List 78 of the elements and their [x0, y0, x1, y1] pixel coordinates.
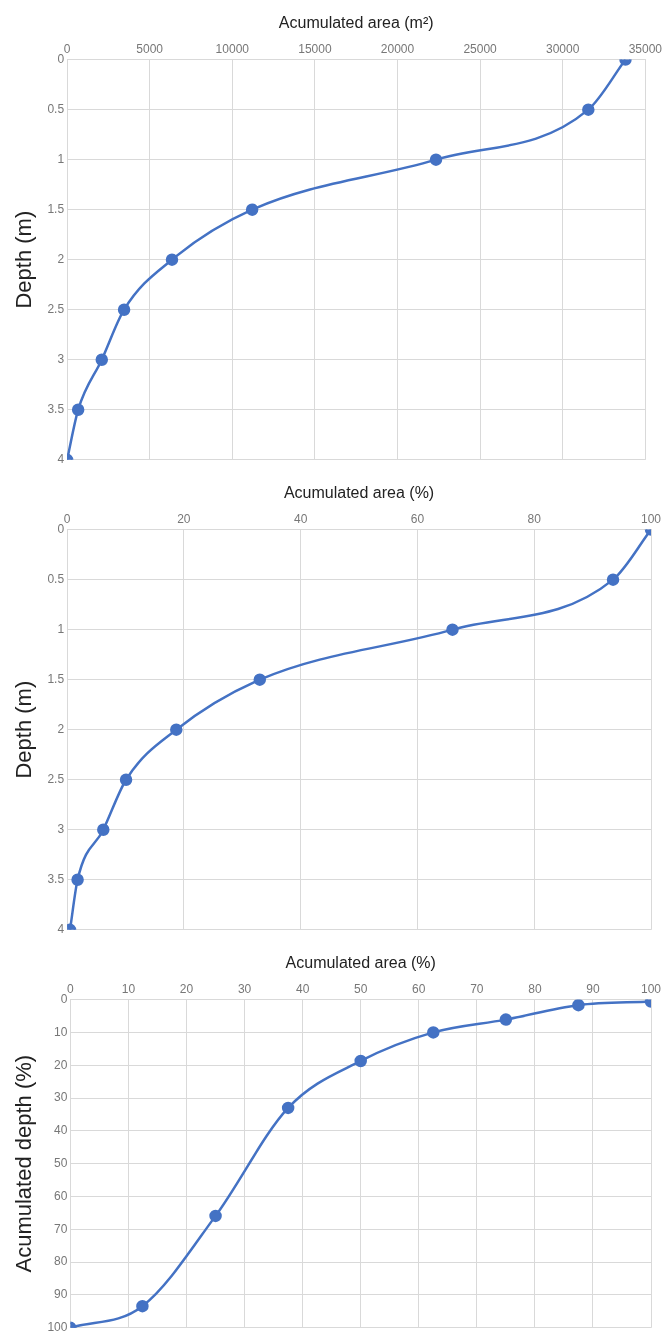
point	[606, 573, 620, 586]
y-tick-label: 4	[57, 452, 65, 467]
x-tick-label: 40	[293, 511, 308, 526]
x-tick-label: 20000	[380, 41, 415, 56]
y-tick-label: 100	[47, 1320, 68, 1335]
point	[95, 353, 109, 366]
x-tick-label: 80	[528, 981, 542, 996]
y-tick-label: 50	[54, 1156, 68, 1171]
x-tick-label: 50	[354, 981, 368, 996]
x-tick-label: 100	[640, 511, 662, 526]
x-tick-label: 15000	[298, 41, 332, 56]
point	[572, 999, 585, 1012]
x-tick-label: 90	[586, 981, 600, 996]
y-tick-label: 60	[54, 1188, 68, 1203]
y-tick-label: 1	[57, 151, 65, 166]
point	[429, 153, 443, 166]
point	[446, 623, 459, 636]
y-tick-label: 10	[54, 1024, 68, 1039]
point	[499, 1013, 513, 1026]
y-tick-label: 40	[54, 1123, 68, 1138]
y-tick-label: 3	[57, 822, 65, 837]
y-tick-label: 1.5	[47, 201, 65, 216]
x-tick-label: 10	[121, 981, 136, 996]
x-tick-label: 100	[640, 981, 662, 996]
x-tick-label: 35000	[628, 41, 663, 56]
y-tick-label: 2.5	[47, 772, 65, 787]
y-tick-label: 3	[57, 352, 65, 367]
point	[71, 873, 84, 887]
y-tick-label: 30	[54, 1090, 68, 1105]
point	[117, 303, 131, 316]
point	[97, 823, 110, 836]
x-tick-label: 5000	[136, 41, 164, 56]
point	[170, 723, 183, 736]
y-tick-label: 0	[57, 51, 65, 66]
x-tick-label: 20	[177, 511, 191, 526]
point	[354, 1054, 367, 1068]
x-tick-label: 40	[295, 981, 310, 996]
point	[136, 1299, 149, 1313]
y-tick-label: 90	[54, 1287, 68, 1302]
y-tick-label: 3.5	[47, 872, 65, 887]
point	[119, 773, 133, 786]
y-tick-label: 1.5	[47, 671, 65, 686]
y-axis-title: Acumulated depth (%)	[11, 1054, 37, 1273]
point	[427, 1026, 440, 1039]
x-tick-label: 30000	[546, 41, 580, 56]
point	[253, 673, 267, 686]
point	[209, 1209, 222, 1223]
y-tick-label: 0	[57, 521, 65, 536]
x-axis-title: Acumulated area (m²)	[278, 14, 434, 32]
x-tick-label: 10000	[215, 41, 250, 56]
y-tick-label: 70	[54, 1221, 68, 1236]
x-tick-label: 60	[412, 981, 426, 996]
y-tick-label: 0.5	[47, 571, 65, 586]
point	[71, 403, 85, 417]
y-tick-label: 80	[54, 1254, 68, 1269]
point	[245, 203, 259, 216]
point	[281, 1101, 295, 1115]
y-tick-label: 0	[60, 991, 68, 1006]
x-tick-label: 60	[410, 511, 425, 526]
x-tick-label: 25000	[463, 41, 498, 56]
x-axis-title: Acumulated area (%)	[285, 954, 436, 972]
y-tick-label: 1	[57, 621, 65, 636]
point	[165, 253, 179, 266]
x-axis-title: Acumulated area (%)	[283, 484, 435, 502]
y-axis-title: Depth (m)	[11, 210, 37, 309]
y-tick-label: 3.5	[47, 402, 65, 417]
y-tick-label: 2	[57, 722, 65, 737]
x-tick-label: 30	[237, 981, 252, 996]
y-tick-label: 20	[54, 1057, 68, 1072]
y-tick-label: 0.5	[47, 101, 65, 116]
y-tick-label: 2	[57, 252, 65, 267]
x-tick-label: 70	[470, 981, 484, 996]
y-axis-title: Depth (m)	[11, 680, 37, 779]
x-tick-label: 20	[179, 981, 194, 996]
y-tick-label: 2.5	[47, 302, 65, 317]
x-tick-label: 80	[527, 511, 542, 526]
point	[582, 103, 595, 116]
y-tick-label: 4	[57, 922, 65, 937]
